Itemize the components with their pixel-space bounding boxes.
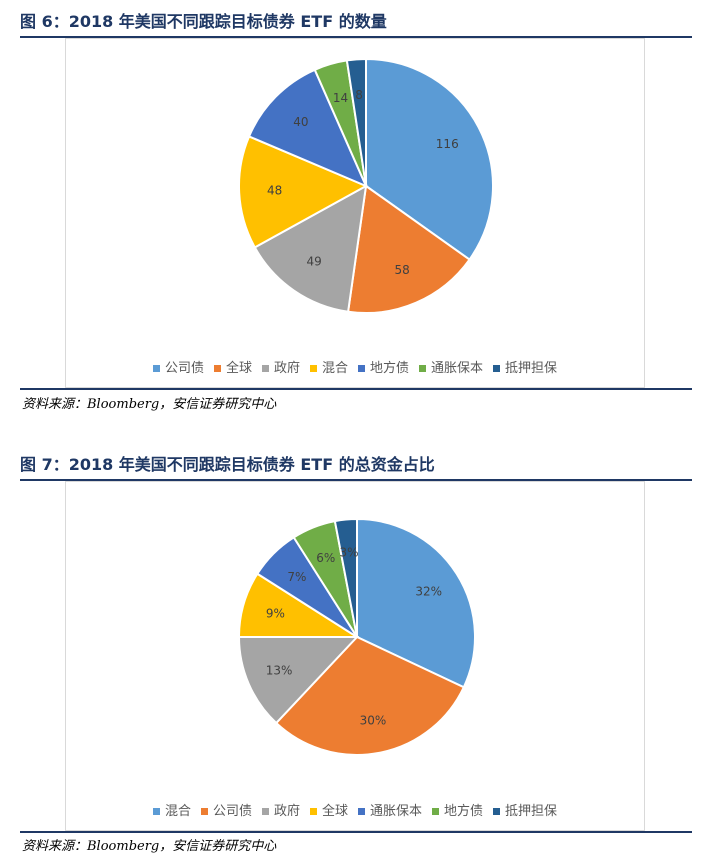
pie-chart-6: 116 58 49 48 40 14 8 [238,57,494,314]
legend-label: 公司债 [212,804,252,819]
pie-slice [345,57,367,187]
slice-data-label: 116 [436,137,459,151]
slice-data-label: 13% [266,664,293,678]
legend-item: 全球 [213,357,252,376]
legend-label: 抵押担保 [505,361,558,376]
slice-data-label: 48 [267,184,282,198]
legend-label: 通胀保本 [370,804,423,819]
legend-item: 抵押担保 [493,800,557,819]
legend-swatch [419,365,427,372]
legend-label: 公司债 [164,361,204,376]
pie-slice [237,636,360,725]
chart-6-box: 116 58 49 48 40 14 8 公司债 全球 政府 混合 地方债 通胀保本 抵押担保 [65,38,645,388]
legend-item: 政府 [261,800,300,819]
figure-7-source: 资料来源：Bloomberg，安信证券研究中心 [22,839,277,854]
legend-swatch [213,365,221,372]
title-rule [20,36,692,38]
legend-swatch [200,808,208,815]
pie-chart-7: 32% 30% 13% 9% 7% 6% 3% [237,517,476,756]
legend-label: 全球 [321,804,348,819]
slice-data-label: 40 [293,115,308,129]
legend-item: 抵押担保 [493,357,557,376]
source-rule [20,831,692,833]
slice-data-label: 14 [333,91,348,105]
pie-slice [365,57,494,261]
slice-data-label: 58 [394,263,409,277]
slice-data-label: 3% [339,545,358,559]
chart-6-legend: 公司债 全球 政府 混合 地方债 通胀保本 抵押担保 [66,357,644,376]
legend-label: 通胀保本 [431,361,484,376]
legend-label: 政府 [273,361,300,376]
slice-data-label: 7% [287,570,306,584]
slice-data-label: 9% [266,606,285,620]
legend-label: 政府 [273,804,300,819]
legend-swatch [493,808,501,815]
legend-swatch [493,365,501,372]
slice-data-label: 32% [415,584,442,598]
legend-label: 混合 [164,804,191,819]
slice-data-label: 49 [306,254,321,268]
legend-swatch [152,365,160,372]
legend-item: 地方债 [358,357,409,376]
legend-swatch [309,365,317,372]
legend-swatch [152,808,160,815]
chart-7-legend: 混合 公司债 政府 全球 通胀保本 地方债 抵押担保 [66,800,644,819]
legend-item: 政府 [261,357,300,376]
pie-slice [238,135,369,249]
legend-item: 全球 [309,800,348,819]
pie-slice [356,517,476,689]
legend-swatch [261,365,269,372]
slice-data-label: 8 [355,88,363,102]
legend-swatch [432,808,440,815]
pie-slice [333,517,358,638]
source-rule [20,388,692,390]
legend-item: 通胀保本 [358,800,422,819]
legend-item: 公司债 [200,800,252,819]
legend-swatch [309,808,317,815]
legend-item: 混合 [152,800,191,819]
legend-label: 地方债 [444,804,484,819]
legend-label: 地方债 [370,361,410,376]
legend-swatch [261,808,269,815]
legend-label: 混合 [321,361,348,376]
figure-6-title: 图 6：2018 年美国不同跟踪目标债券 ETF 的数量 [20,12,387,31]
legend-item: 地方债 [432,800,483,819]
legend-item: 混合 [309,357,348,376]
legend-item: 公司债 [152,357,204,376]
legend-swatch [358,365,365,372]
legend-label: 抵押担保 [505,804,558,819]
slice-data-label: 6% [316,551,335,565]
legend-label: 全球 [225,361,252,376]
chart-7-box: 32% 30% 13% 9% 7% 6% 3% 混合 公司债 政府 全球 通胀保本 地方债 抵押担保 [65,481,645,831]
pie-slice [274,635,466,756]
figure-6-source: 资料来源：Bloomberg，安信证券研究中心 [22,397,277,412]
legend-item: 通胀保本 [419,357,483,376]
pie-slice [346,184,471,314]
title-rule [20,479,692,481]
pie-slice [253,184,368,313]
figure-7-title: 图 7：2018 年美国不同跟踪目标债券 ETF 的总资金占比 [20,455,435,474]
legend-swatch [358,808,365,815]
slice-data-label: 30% [360,713,387,727]
pie-slice [247,68,368,188]
